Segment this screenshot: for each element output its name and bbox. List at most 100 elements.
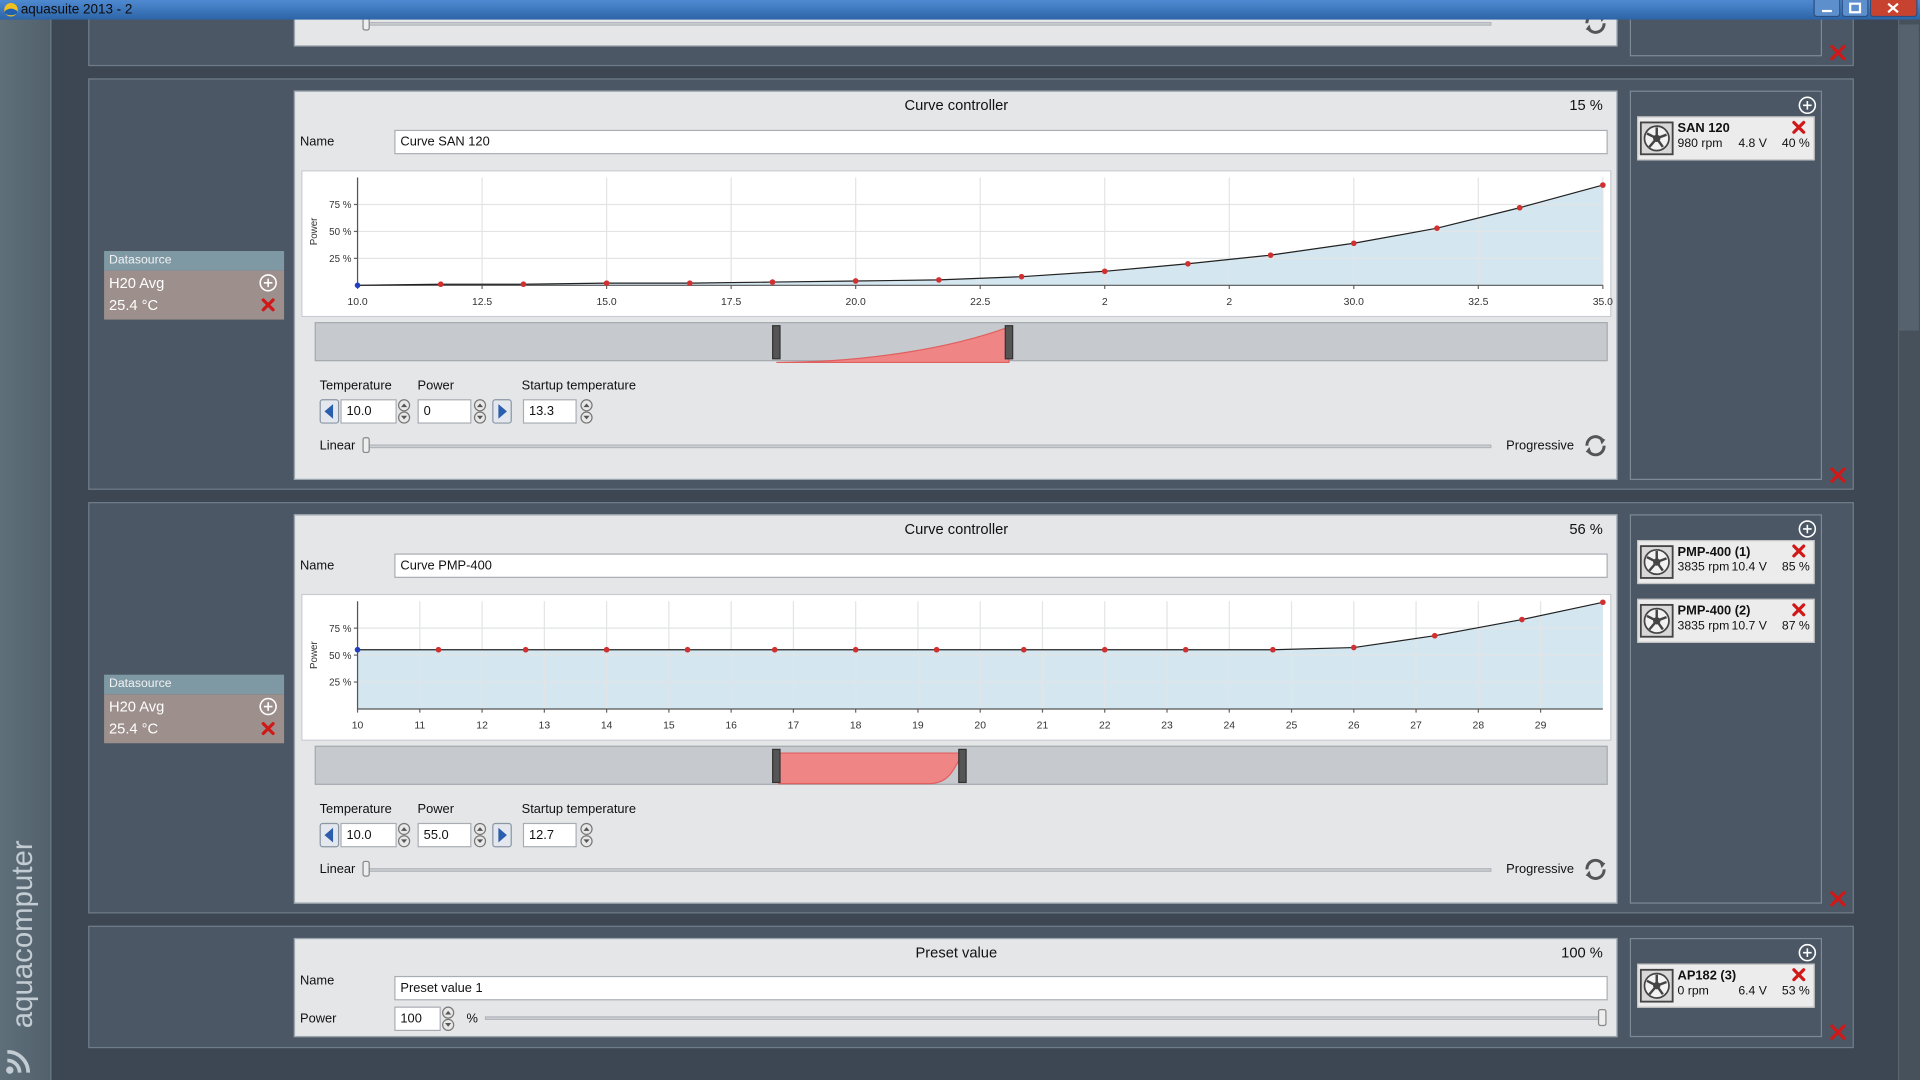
remove-button[interactable] <box>261 298 276 313</box>
name-input-text: Preset value 1 <box>400 980 483 996</box>
arrow-glyph <box>498 827 507 843</box>
reset-button[interactable] <box>1583 857 1607 881</box>
feed-dot <box>6 1066 14 1074</box>
curve-point <box>520 281 527 288</box>
remove-button[interactable] <box>261 721 276 736</box>
startup-input-text: 13.3 <box>528 404 555 419</box>
add-circle <box>1798 96 1817 115</box>
temperature-label: Temperature <box>319 378 392 394</box>
name-input[interactable]: Curve PMP-400 <box>394 553 1608 578</box>
add-button[interactable] <box>1798 96 1818 116</box>
add-button[interactable] <box>258 273 278 293</box>
linear-label: Linear <box>319 862 356 877</box>
remove-button[interactable] <box>1791 602 1806 617</box>
remove-button[interactable] <box>1791 120 1806 135</box>
remove-button[interactable] <box>1829 44 1846 61</box>
curve-point <box>1182 646 1189 653</box>
startup-input[interactable]: 12.7 <box>522 822 577 848</box>
add-cross <box>263 702 273 711</box>
remove-button[interactable] <box>1829 1024 1846 1041</box>
feed-waves <box>7 1050 30 1073</box>
increase-step-button[interactable] <box>492 822 512 848</box>
device-voltage: 4.8 V <box>1738 137 1767 151</box>
slider-thumb[interactable] <box>362 437 370 454</box>
add-button[interactable] <box>258 697 278 717</box>
spin-up-glyph <box>583 403 590 408</box>
close-button-glyph <box>1887 2 1899 14</box>
unit-label: % <box>466 1011 478 1027</box>
maximize-button[interactable] <box>1841 0 1869 18</box>
range-handle[interactable] <box>958 748 967 784</box>
device-power: 85 % <box>1781 560 1810 575</box>
datasource-title: Datasource <box>108 677 172 691</box>
device-voltage: 10.4 V <box>1731 560 1767 575</box>
y-axis-title: Power <box>309 217 320 245</box>
power-label: Power <box>417 802 454 817</box>
minimize-button[interactable] <box>1813 0 1841 18</box>
range-handle[interactable] <box>1004 325 1014 360</box>
add-button[interactable] <box>1798 519 1818 539</box>
side-bar <box>0 0 52 1080</box>
curve-chart: 10.0 12.5 15.0 17.5 20.0 22.5 2 2 30.0 32.5 35.0 25… <box>309 177 1613 308</box>
add-button[interactable] <box>1798 943 1818 963</box>
curve-point <box>933 646 940 653</box>
remove-button[interactable] <box>1791 967 1806 982</box>
controller-output: 15 % <box>1569 96 1603 114</box>
spin-buttons[interactable] <box>579 822 594 848</box>
app-icon <box>4 3 18 17</box>
remove-button[interactable] <box>1829 467 1846 484</box>
decrease-step-button[interactable] <box>319 399 340 424</box>
name-input[interactable]: Curve SAN 120 <box>394 129 1608 155</box>
preset-title: Preset value <box>915 944 998 962</box>
power-input[interactable]: 0 <box>417 399 472 424</box>
device-name: PMP-400 (1) <box>1677 544 1751 560</box>
slider-track <box>364 22 1492 26</box>
feed-icon <box>6 1050 30 1074</box>
range-preview <box>772 325 1014 364</box>
spin-buttons[interactable] <box>473 822 488 848</box>
range-handle[interactable] <box>772 748 781 784</box>
remove-button[interactable] <box>1829 890 1846 907</box>
x-tick-label: 10 <box>352 721 364 732</box>
curve-area <box>357 185 1603 286</box>
temperature-input[interactable]: 10.0 <box>340 399 397 424</box>
spin-buttons[interactable] <box>397 399 412 424</box>
range-handle[interactable] <box>772 325 781 360</box>
add-circle <box>259 274 277 292</box>
remove-button[interactable] <box>1791 544 1806 559</box>
curve-point <box>1270 646 1276 653</box>
fan-blades <box>1646 609 1667 631</box>
spin-buttons[interactable] <box>473 399 488 424</box>
x-tick-label: 20.0 <box>846 297 866 308</box>
temperature-input[interactable]: 10.0 <box>340 822 397 848</box>
temperature-input-text: 10.0 <box>346 827 372 843</box>
scroll-thumb[interactable] <box>1899 24 1919 331</box>
window-glyph <box>1887 2 1899 14</box>
x-tick-label: 17 <box>788 721 800 732</box>
spin-buttons[interactable] <box>441 1006 456 1032</box>
curve-point <box>354 646 361 653</box>
sensor-name: H20 Avg <box>108 274 165 292</box>
spin-up-glyph <box>476 827 484 831</box>
increase-step-button[interactable] <box>492 399 512 424</box>
x-tick-label: 17.5 <box>721 297 741 308</box>
startup-input[interactable]: 13.3 <box>522 399 577 424</box>
spin-up-glyph <box>401 403 408 408</box>
power-slider-thumb[interactable] <box>1597 1008 1607 1027</box>
fan-hub <box>1653 134 1661 143</box>
decrease-step-button[interactable] <box>319 822 340 848</box>
power-input[interactable]: 55.0 <box>417 822 472 848</box>
y-tick-label: 25 % <box>329 254 352 265</box>
reset-button[interactable] <box>1583 433 1607 457</box>
spin-buttons[interactable] <box>397 822 412 848</box>
sensor-reading: 25.4 °C <box>108 296 159 314</box>
spin-buttons[interactable] <box>579 399 594 424</box>
power-input[interactable]: 100 <box>394 1006 441 1032</box>
name-input[interactable]: Preset value 1 <box>394 975 1608 1001</box>
curve-point <box>1516 204 1523 211</box>
x-tick-label: 22 <box>1099 721 1111 732</box>
remove-cross <box>1830 467 1846 483</box>
curve-point <box>1519 616 1525 623</box>
slider-thumb[interactable] <box>362 860 370 877</box>
close-button[interactable] <box>1869 0 1918 18</box>
